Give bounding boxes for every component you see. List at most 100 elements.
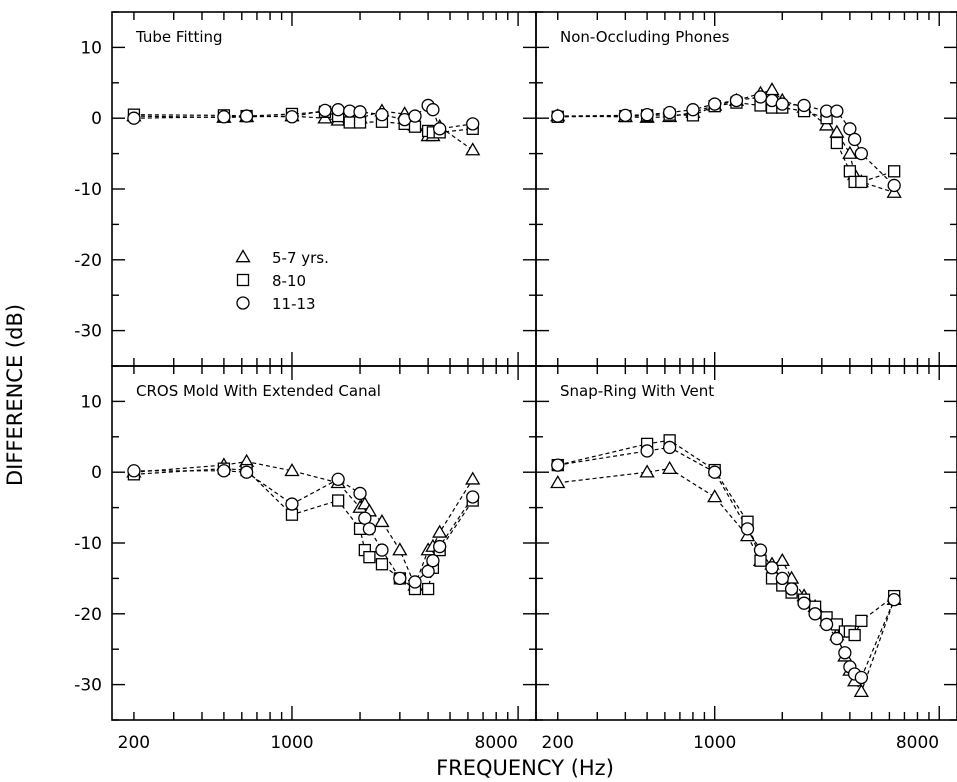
square-marker bbox=[375, 558, 389, 571]
circle-marker bbox=[331, 472, 345, 486]
circle-marker bbox=[765, 561, 779, 575]
x-tick-label: 8000 bbox=[475, 733, 518, 753]
circle-marker bbox=[887, 178, 901, 193]
circle-marker bbox=[393, 571, 407, 586]
circle-marker bbox=[618, 108, 632, 123]
panel-frame bbox=[111, 365, 537, 721]
circle-marker bbox=[239, 109, 254, 123]
circle-marker bbox=[753, 543, 768, 557]
circle-marker bbox=[551, 458, 565, 472]
circle-marker bbox=[551, 109, 565, 123]
circle-marker bbox=[775, 97, 789, 111]
circle-marker bbox=[239, 465, 254, 479]
circle-marker bbox=[426, 103, 440, 117]
triangle-marker bbox=[432, 524, 448, 538]
circle-marker bbox=[217, 464, 231, 478]
circle-marker bbox=[127, 464, 141, 478]
triangle-marker bbox=[707, 489, 723, 503]
triangle-marker bbox=[392, 542, 408, 556]
circle-marker bbox=[318, 103, 332, 118]
square-marker bbox=[285, 508, 299, 521]
circle-marker bbox=[353, 105, 367, 119]
series-line bbox=[133, 460, 474, 588]
series-line bbox=[557, 446, 895, 679]
circle-marker bbox=[421, 564, 435, 578]
triangle-marker bbox=[764, 82, 780, 96]
panel-0: 10 0 -10 -20 -30 Tube Fitting 5-7 yrs. 8-10 11-1… bbox=[74, 11, 537, 367]
circle-marker bbox=[797, 596, 811, 610]
circle-marker bbox=[819, 617, 834, 632]
circle-marker bbox=[640, 108, 654, 122]
panel-title: Tube Fitting bbox=[135, 28, 223, 46]
x-tick-label: 1000 bbox=[693, 733, 736, 753]
legend-circle-marker bbox=[236, 296, 250, 310]
circle-marker bbox=[640, 444, 654, 458]
circle-marker bbox=[353, 486, 367, 501]
legend-triangle-marker bbox=[235, 249, 251, 263]
circle-marker bbox=[838, 646, 852, 660]
triangle-marker bbox=[284, 462, 300, 477]
y-tick-label: 0 bbox=[91, 463, 102, 483]
circle-marker bbox=[433, 122, 447, 136]
circle-marker bbox=[362, 522, 377, 536]
circle-marker bbox=[408, 575, 422, 589]
circle-marker bbox=[686, 103, 700, 117]
circle-marker bbox=[285, 497, 299, 511]
triangle-marker bbox=[550, 475, 566, 489]
square-marker bbox=[830, 136, 844, 150]
circle-marker bbox=[127, 111, 141, 125]
x-tick-label: 200 bbox=[542, 733, 574, 753]
triangle-marker bbox=[639, 464, 655, 478]
circle-marker bbox=[830, 631, 844, 646]
panel-title: Non-Occluding Phones bbox=[560, 28, 730, 46]
circle-marker bbox=[375, 108, 389, 122]
square-marker bbox=[331, 494, 345, 507]
circle-marker bbox=[217, 110, 231, 124]
y-axis-title: DIFFERENCE (dB) bbox=[3, 304, 27, 486]
circle-marker bbox=[331, 103, 345, 117]
circle-marker bbox=[662, 105, 677, 120]
panel-title: CROS Mold With Extended Canal bbox=[136, 382, 381, 400]
circle-marker bbox=[662, 440, 677, 455]
panel-3: 200 1000 8000 Snap-Ring With Vent bbox=[535, 365, 957, 753]
circle-marker bbox=[426, 554, 440, 568]
circle-marker bbox=[466, 490, 480, 504]
square-marker bbox=[855, 175, 868, 189]
square-marker bbox=[855, 614, 868, 628]
y-tick-label: -20 bbox=[74, 251, 102, 271]
circle-marker bbox=[466, 117, 480, 131]
legend-square-marker bbox=[236, 273, 250, 287]
square-marker bbox=[888, 165, 901, 178]
panel-2: 10 0 -10 -20 -30 200 1000 8000 CROS Mold With Ex… bbox=[74, 365, 537, 753]
series-line bbox=[557, 439, 895, 636]
square-marker bbox=[421, 582, 435, 596]
triangle-marker bbox=[374, 513, 390, 528]
y-tick-label: 10 bbox=[80, 38, 102, 58]
square-marker bbox=[353, 116, 367, 129]
x-axis-title: FREQUENCY (Hz) bbox=[436, 756, 614, 780]
legend-label: 11-13 bbox=[272, 295, 316, 313]
circle-marker bbox=[887, 592, 901, 607]
panel-frame bbox=[535, 365, 957, 721]
x-tick-label: 200 bbox=[118, 733, 150, 753]
y-tick-label: 0 bbox=[91, 109, 102, 129]
circle-marker bbox=[375, 543, 389, 557]
square-marker bbox=[848, 628, 861, 642]
y-tick-label: -10 bbox=[74, 534, 102, 554]
panel-frame bbox=[111, 11, 537, 367]
triangle-marker bbox=[465, 142, 481, 156]
square-marker bbox=[408, 120, 422, 133]
triangle-marker bbox=[842, 145, 858, 159]
triangle-marker bbox=[774, 552, 790, 567]
circle-marker bbox=[729, 93, 744, 108]
circle-marker bbox=[847, 132, 862, 147]
y-tick-label: 10 bbox=[80, 392, 102, 412]
circle-marker bbox=[740, 522, 755, 536]
circle-marker bbox=[708, 465, 722, 479]
square-marker bbox=[754, 554, 767, 567]
circle-marker bbox=[708, 97, 722, 111]
legend-label: 8-10 bbox=[272, 272, 306, 290]
square-marker bbox=[843, 165, 857, 178]
y-tick-label: -30 bbox=[74, 322, 102, 342]
